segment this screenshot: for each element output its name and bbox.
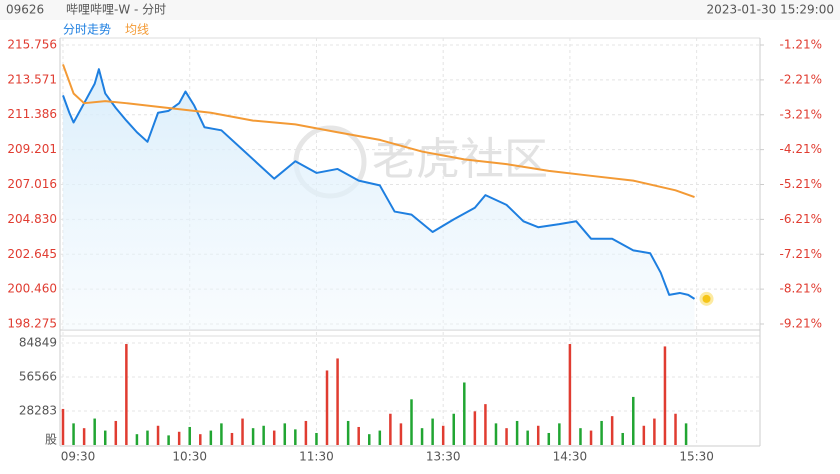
volume-bar — [125, 344, 128, 445]
y-tick-label: 215.756 — [7, 38, 57, 52]
volume-bar — [304, 420, 308, 445]
volume-bar — [146, 430, 149, 445]
volume-bar — [135, 434, 139, 445]
volume-bar — [209, 430, 213, 445]
volume-bar — [579, 428, 582, 445]
volume-bar — [642, 425, 646, 445]
price-line — [62, 64, 695, 198]
volume-bar — [294, 429, 297, 445]
volume-bar — [389, 413, 392, 445]
volume-bar — [431, 418, 434, 445]
legend-entry: 均线 — [125, 23, 149, 37]
volume-bar — [82, 428, 86, 445]
area-fill — [63, 69, 695, 330]
volume-bar — [188, 426, 191, 445]
volume-bar — [452, 413, 455, 445]
y-tick-label: 204.830 — [7, 212, 57, 226]
timestamp: 2023-01-30 15:29:00 — [707, 3, 834, 17]
volume-bar — [632, 396, 635, 445]
x-tick-label: 11:30 — [299, 450, 334, 464]
volume-bar — [336, 358, 339, 445]
volume-bar — [114, 420, 118, 445]
y2-tick-label: -1.21% — [780, 38, 822, 52]
volume-bar — [230, 432, 234, 445]
legend-entry: 分时走势 — [63, 23, 111, 37]
volume-bar — [368, 434, 371, 445]
x-tick-label: 09:30 — [61, 450, 96, 464]
volume-bar — [653, 418, 656, 445]
volume-bar — [167, 435, 170, 445]
volume-bar — [220, 423, 223, 445]
volume-bar — [93, 418, 96, 445]
volume-bar — [346, 420, 350, 445]
price-line — [62, 68, 696, 300]
volume-bar — [315, 432, 318, 445]
volume-bar — [399, 423, 403, 445]
y-tick-label: 28283 — [19, 404, 57, 418]
y-tick-label: 213.571 — [7, 72, 57, 86]
volume-bar — [156, 425, 160, 445]
y-tick-label: 84849 — [19, 336, 57, 350]
volume-bar — [410, 399, 413, 445]
volume-bar — [251, 428, 255, 445]
volume-bar — [684, 423, 688, 445]
volume-bar — [325, 370, 329, 445]
volume-bar — [610, 416, 614, 445]
y-tick-label: 209.201 — [7, 142, 57, 156]
x-tick-label: 14:30 — [553, 450, 588, 464]
x-tick-label: 10:30 — [172, 450, 207, 464]
y-tick-label: 198.275 — [7, 317, 57, 331]
volume-bar — [357, 426, 360, 445]
volume-bar — [663, 346, 667, 445]
volume-bar — [420, 428, 424, 445]
volume-bar — [494, 423, 498, 445]
volume-bar — [600, 420, 603, 445]
stock-name: 哔哩哔哩-W - 分时 — [66, 3, 166, 17]
y-tick-label: 202.645 — [7, 247, 57, 261]
volume-bar — [272, 430, 276, 445]
volume-bar — [463, 382, 466, 445]
last-point — [702, 294, 711, 303]
volume-bar — [505, 428, 508, 445]
volume-bar — [241, 418, 244, 445]
x-tick-label: 15:30 — [679, 450, 714, 464]
y-tick-label: 200.460 — [7, 282, 57, 296]
y2-tick-label: -9.21% — [780, 317, 822, 331]
volume-bar — [103, 430, 107, 445]
volume-bar — [61, 408, 65, 445]
y2-tick-label: -7.21% — [780, 247, 822, 261]
volume-bar — [547, 432, 551, 445]
x-tick-label: 13:30 — [426, 450, 461, 464]
header-bar — [0, 0, 840, 20]
volume-bar — [589, 430, 593, 445]
volume-bar — [177, 431, 181, 445]
volume-bar — [536, 425, 540, 445]
volume-bar — [674, 413, 677, 445]
volume-bar — [199, 434, 202, 445]
volume-bar — [526, 430, 529, 445]
volume-bar — [262, 425, 265, 445]
y2-tick-label: -4.21% — [780, 142, 822, 156]
y-tick-label: 股 — [45, 433, 57, 447]
y2-tick-label: -5.21% — [780, 177, 822, 191]
volume-bar — [621, 432, 624, 445]
volume-bar — [473, 411, 477, 445]
volume-bar — [441, 425, 445, 445]
volume-bar — [558, 423, 561, 445]
y-tick-label: 211.386 — [7, 107, 57, 121]
y-tick-label: 207.016 — [7, 177, 57, 191]
y2-tick-label: -2.21% — [780, 72, 822, 86]
volume-bar — [484, 404, 487, 445]
y2-tick-label: -6.21% — [780, 212, 822, 226]
y2-tick-label: -8.21% — [780, 282, 822, 296]
volume-bar — [283, 423, 287, 445]
volume-bar — [378, 430, 382, 445]
volume-bar — [568, 344, 572, 445]
y2-tick-label: -3.21% — [780, 107, 822, 121]
y-tick-label: 56566 — [19, 370, 57, 384]
volume-bar — [515, 420, 519, 445]
stock-code: 09626 — [6, 3, 44, 17]
volume-bar — [72, 423, 75, 445]
